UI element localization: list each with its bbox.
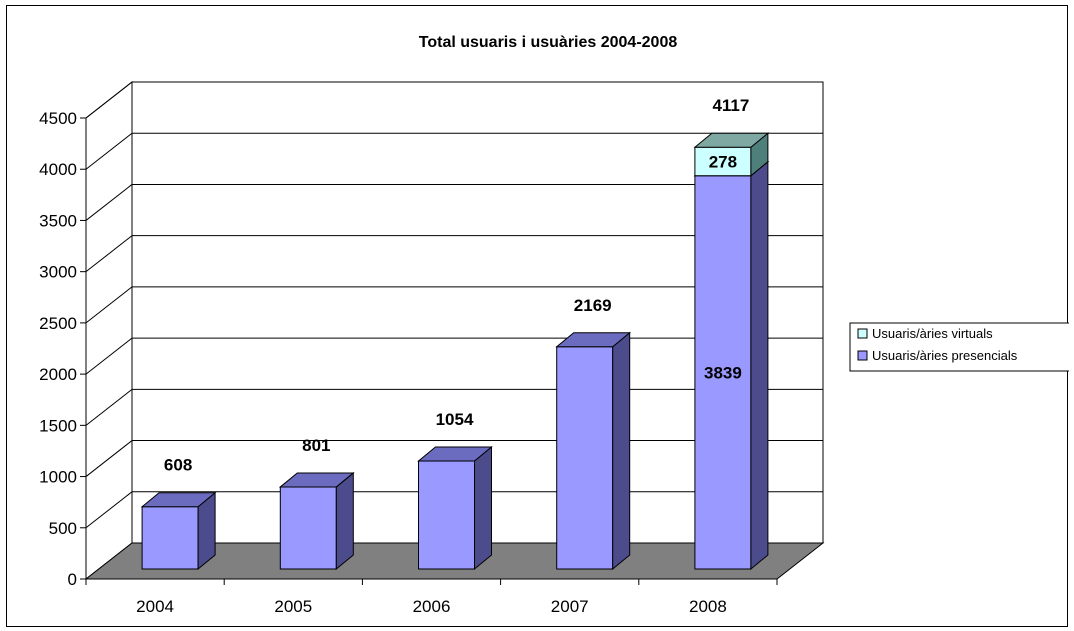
bar-top bbox=[555, 332, 632, 348]
total-label: 2169 bbox=[574, 296, 612, 315]
legend-label: Usuaris/àries presencials bbox=[872, 348, 1018, 363]
y-tick-label: 3000 bbox=[39, 263, 77, 282]
bar-2006-series-0 bbox=[417, 445, 493, 571]
gridline-depth bbox=[85, 132, 133, 170]
y-tick-label: 2000 bbox=[39, 365, 77, 384]
plot-area: 0 500 1000 1500 2000 2500 3000 3500 4000 4500 608 2… bbox=[39, 80, 825, 616]
x-tick-label: 2006 bbox=[413, 597, 451, 616]
bar-side bbox=[612, 331, 631, 571]
y-tick-label: 4000 bbox=[39, 160, 77, 179]
bar-2008-series-0 bbox=[693, 160, 770, 571]
bar-front bbox=[694, 146, 752, 177]
bar-2005-series-0 bbox=[278, 471, 355, 571]
chart-frame: Total usuaris i usuàries 2004-2008 0 500 1… bbox=[6, 5, 1069, 627]
bar-top bbox=[278, 472, 355, 488]
y-tick-label: 2500 bbox=[39, 314, 77, 333]
bar-front bbox=[694, 175, 752, 570]
legend-label: Usuaris/àries virtuals bbox=[872, 326, 993, 341]
legend-swatch bbox=[857, 350, 868, 361]
gridline-depth bbox=[85, 235, 133, 273]
segment-label: 278 bbox=[709, 152, 737, 171]
total-label: 4117 bbox=[712, 96, 749, 115]
bar-2007-series-0 bbox=[555, 331, 632, 571]
bar-2008-series-1 bbox=[693, 132, 770, 177]
y-tick-label: 0 bbox=[68, 570, 77, 589]
x-tick-label: 2007 bbox=[551, 597, 589, 616]
gridline-depth bbox=[85, 286, 133, 324]
side-wall bbox=[85, 80, 133, 581]
total-label: 801 bbox=[302, 436, 330, 455]
bar-front bbox=[418, 460, 475, 570]
y-tick-label: 1500 bbox=[39, 416, 77, 435]
bar-top bbox=[417, 446, 493, 462]
gridline-depth bbox=[85, 388, 133, 426]
x-tick-label: 2005 bbox=[274, 597, 312, 616]
bar-top bbox=[693, 132, 770, 148]
legend: Usuaris/àries virtuals Usuaris/àries pres… bbox=[849, 322, 1069, 372]
gridline-depth bbox=[85, 491, 133, 529]
chart-title: Total usuaris i usuàries 2004-2008 bbox=[419, 34, 678, 51]
x-tick-label: 2008 bbox=[689, 597, 727, 616]
legend-swatch bbox=[857, 328, 868, 339]
y-tick-label: 3500 bbox=[39, 211, 77, 230]
total-label: 1054 bbox=[436, 410, 474, 429]
gridline-depth bbox=[85, 184, 133, 221]
bar-top bbox=[140, 492, 217, 508]
bar-side bbox=[335, 471, 354, 571]
segment-label: 3839 bbox=[704, 363, 742, 382]
bar-front bbox=[279, 486, 337, 570]
total-label: 608 bbox=[164, 456, 192, 475]
y-tick-label: 1000 bbox=[39, 468, 77, 487]
bar-front bbox=[556, 346, 614, 570]
bar-front bbox=[141, 506, 199, 570]
chart-svg: Total usuaris i usuàries 2004-2008 0 500 1… bbox=[39, 34, 1069, 616]
gridline-depth bbox=[85, 440, 133, 477]
bar-side bbox=[474, 445, 492, 571]
y-tick-label: 500 bbox=[49, 519, 77, 538]
bar-2004-series-0 bbox=[140, 491, 217, 571]
gridline-depth bbox=[85, 337, 133, 375]
x-tick-label: 2004 bbox=[136, 597, 174, 616]
bar-side bbox=[750, 160, 769, 571]
gridline-depth bbox=[85, 81, 133, 119]
legend-box bbox=[849, 322, 1069, 372]
y-tick-label: 4500 bbox=[39, 109, 77, 128]
